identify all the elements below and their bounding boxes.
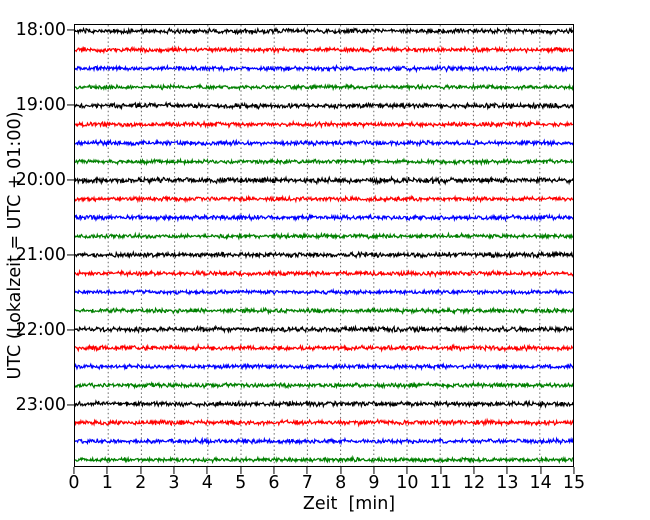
trace-1830: [75, 63, 573, 74]
x-tick-mark: [573, 467, 575, 474]
trace-2015: [75, 194, 573, 204]
trace-1915: [75, 119, 573, 130]
y-tick-label: 19:00: [15, 95, 66, 116]
y-tick-label: 22:00: [15, 319, 66, 340]
y-tick-mark: [67, 179, 74, 181]
trace-1800: [75, 26, 573, 37]
x-tick-label: 1: [101, 473, 113, 493]
trace-2115: [75, 268, 573, 279]
x-tick-label: 13: [496, 473, 519, 493]
trace-2215: [75, 342, 573, 353]
y-tick-label: 21:00: [15, 244, 66, 265]
x-tick-label: 12: [462, 473, 486, 493]
trace-2100: [75, 250, 573, 260]
trace-2230: [75, 362, 573, 372]
y-tick-label: 18:00: [15, 20, 66, 41]
y-tick-label: 20:00: [15, 169, 66, 190]
x-tick-mark: [506, 467, 508, 474]
x-tick-mark: [406, 467, 408, 474]
trace-2315: [75, 417, 573, 428]
y-tick-label: 23:00: [15, 394, 66, 415]
x-axis-label: Zeit [min]: [302, 494, 396, 514]
grid-lines: [107, 25, 541, 466]
y-tick-mark: [67, 329, 74, 331]
x-tick-label: 0: [68, 473, 80, 493]
x-tick-mark: [73, 467, 75, 474]
trace-2245: [75, 380, 573, 390]
plot-area: [74, 24, 574, 467]
x-tick-label: 7: [301, 473, 313, 493]
trace-2000: [75, 175, 573, 186]
x-tick-mark: [206, 467, 208, 474]
x-tick-mark: [440, 467, 442, 474]
x-tick-mark: [240, 467, 242, 474]
trace-lines: [75, 26, 573, 465]
y-tick-mark: [67, 29, 74, 31]
x-tick-mark: [140, 467, 142, 474]
trace-1815: [75, 45, 573, 55]
trace-1945: [75, 157, 573, 167]
x-tick-mark: [473, 467, 475, 474]
trace-1845: [75, 82, 573, 92]
trace-1900: [75, 100, 573, 111]
x-tick-label: 8: [335, 473, 347, 493]
x-tick-label: 15: [562, 473, 586, 493]
trace-2300: [75, 399, 573, 409]
trace-2345: [75, 454, 573, 465]
x-tick-label: 6: [268, 473, 280, 493]
trace-2130: [75, 287, 573, 297]
y-tick-mark: [67, 254, 74, 256]
x-tick-label: 2: [135, 473, 147, 493]
trace-2030: [75, 212, 573, 223]
trace-2145: [75, 306, 573, 316]
trace-1930: [75, 138, 573, 148]
x-tick-label: 4: [201, 473, 213, 493]
x-tick-label: 10: [396, 473, 419, 493]
x-tick-mark: [340, 467, 342, 474]
y-tick-mark: [67, 104, 74, 106]
x-tick-label: 11: [429, 473, 452, 493]
x-tick-label: 9: [368, 473, 380, 493]
trace-2200: [75, 324, 573, 335]
trace-2045: [75, 231, 573, 241]
x-axis-label-wrap: Zeit [min]: [0, 494, 650, 514]
y-tick-mark: [67, 404, 74, 406]
x-tick-mark: [373, 467, 375, 474]
trace-2330: [75, 436, 573, 446]
x-tick-label: 5: [235, 473, 247, 493]
x-tick-mark: [306, 467, 308, 474]
x-tick-mark: [540, 467, 542, 474]
x-tick-mark: [273, 467, 275, 474]
x-tick-mark: [173, 467, 175, 474]
x-tick-mark: [106, 467, 108, 474]
x-tick-label: 14: [529, 473, 552, 493]
x-tick-label: 3: [168, 473, 180, 493]
